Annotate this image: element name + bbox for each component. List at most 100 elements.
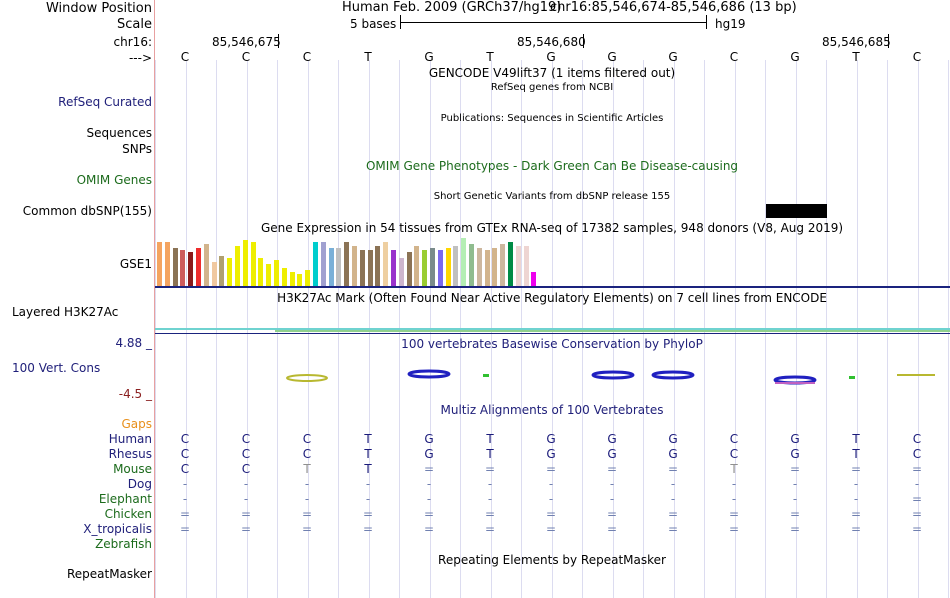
gtex-tissue-bar[interactable] <box>242 240 248 286</box>
gtex-tissue-bar[interactable] <box>336 248 342 286</box>
gtex-tissue-bar[interactable] <box>203 244 209 286</box>
repeatmasker-track-title[interactable]: Repeating Elements by RepeatMasker <box>438 553 666 567</box>
gtex-tissue-bar[interactable] <box>164 242 170 286</box>
gse1-track-label[interactable]: GSE1 <box>119 257 152 271</box>
gtex-tissue-bar[interactable] <box>344 242 350 286</box>
gtex-tissue-bar[interactable] <box>422 250 428 286</box>
gtex-tissue-bar[interactable] <box>235 246 240 286</box>
gtex-tissue-bar[interactable] <box>375 246 381 286</box>
snps-track-label[interactable]: SNPs <box>122 142 152 156</box>
species-label-rhesus[interactable]: Rhesus <box>108 447 152 461</box>
phylop-letter-c-2 <box>897 374 935 376</box>
gtex-tissue-bar[interactable] <box>430 248 435 286</box>
gtex-tissue-bar[interactable] <box>476 248 482 286</box>
alignment-cell: = <box>179 522 191 536</box>
alignment-cell: = <box>911 522 923 536</box>
gtex-tissue-bar[interactable] <box>391 250 396 286</box>
species-label-mouse[interactable]: Mouse <box>113 462 152 476</box>
gtex-tissue-bar[interactable] <box>383 242 389 286</box>
species-label-chicken[interactable]: Chicken <box>104 507 152 521</box>
alignment-cell: = <box>545 507 557 521</box>
gtex-tissue-bar[interactable] <box>227 258 233 286</box>
gtex-tissue-bar[interactable] <box>492 248 498 286</box>
gtex-tissue-bar[interactable] <box>352 246 357 286</box>
refseq-track-title[interactable]: RefSeq genes from NCBI <box>490 82 614 93</box>
gtex-tissue-bar[interactable] <box>320 242 326 286</box>
gtex-tissue-bar[interactable] <box>461 238 467 286</box>
gtex-tissue-bar[interactable] <box>258 258 264 286</box>
gtex-tissue-bar[interactable] <box>211 262 217 286</box>
species-label-dog[interactable]: Dog <box>127 477 152 491</box>
phylop-track-title[interactable]: 100 vertebrates Basewise Conservation by… <box>401 337 703 351</box>
gtex-tissue-bar[interactable] <box>289 272 295 286</box>
tick-label-2: 85,546,680 <box>517 35 586 49</box>
omim-track-title[interactable]: OMIM Gene Phenotypes - Dark Green Can Be… <box>365 159 739 173</box>
alignment-cell: = <box>789 507 801 521</box>
alignment-cell: - <box>426 477 432 491</box>
gtex-tissue-bar[interactable] <box>297 274 303 286</box>
omim-track-label[interactable]: OMIM Genes <box>76 173 152 187</box>
reference-base: T <box>486 50 494 64</box>
gtex-tissue-bar[interactable] <box>437 250 443 286</box>
gtex-tissue-bar[interactable] <box>453 246 459 286</box>
gtex-tissue-bar[interactable] <box>367 250 373 286</box>
gencode-track-title[interactable]: GENCODE V49lift37 (1 items filtered out) <box>428 66 676 80</box>
gtex-tissue-bar[interactable] <box>500 244 506 286</box>
alignment-cell: - <box>426 492 432 506</box>
multiz-track-title[interactable]: Multiz Alignments of 100 Vertebrates <box>440 403 664 417</box>
gtex-tissue-bar[interactable] <box>515 246 521 286</box>
gtex-tissue-bar[interactable] <box>531 272 537 286</box>
species-label-xtropicalis[interactable]: X_tropicalis <box>83 522 152 536</box>
gtex-tissue-bar[interactable] <box>196 248 201 286</box>
refseq-track-label[interactable]: RefSeq Curated <box>58 95 152 109</box>
dbsnp-variant-feature[interactable] <box>766 204 827 218</box>
dbsnp-track-label[interactable]: Common dbSNP(155) <box>22 204 152 218</box>
repeatmasker-track-label[interactable]: RepeatMasker <box>66 567 152 581</box>
gtex-tissue-bar[interactable] <box>406 252 412 286</box>
gtex-tissue-bar[interactable] <box>398 258 404 286</box>
gtex-tissue-bar[interactable] <box>266 264 272 286</box>
gtex-tissue-bar[interactable] <box>305 270 311 286</box>
gtex-tissue-bar[interactable] <box>180 250 186 286</box>
h3k27ac-track-label[interactable]: Layered H3K27Ac <box>12 305 119 319</box>
alignment-cell: C <box>180 432 190 446</box>
gtex-tissue-bar[interactable] <box>157 242 162 286</box>
strand-toggle[interactable]: ---> <box>128 51 152 65</box>
phylop-letter-c <box>286 374 328 382</box>
gtex-tissue-bar[interactable] <box>250 242 256 286</box>
species-label-human[interactable]: Human <box>108 432 152 446</box>
alignment-cell: = <box>850 522 862 536</box>
alignment-cell: G <box>790 447 800 461</box>
gaps-track-label[interactable]: Gaps <box>121 417 152 431</box>
alignment-cell: C <box>912 447 922 461</box>
gtex-tissue-bar[interactable] <box>172 248 178 286</box>
h3k27ac-track-title[interactable]: H3K27Ac Mark (Often Found Near Active Re… <box>277 291 827 305</box>
gtex-tissue-bar[interactable] <box>523 246 529 286</box>
gtex-tissue-bar[interactable] <box>188 252 194 286</box>
reference-base: G <box>790 50 800 64</box>
gtex-tissue-bar[interactable] <box>274 260 279 286</box>
gtex-tissue-bar[interactable] <box>219 256 225 286</box>
sequences-track-label[interactable]: Sequences <box>86 126 152 140</box>
gtex-tissue-bar[interactable] <box>281 268 287 286</box>
species-label-zebrafish[interactable]: Zebrafish <box>95 537 152 551</box>
dbsnp-track-title[interactable]: Short Genetic Variants from dbSNP releas… <box>433 191 671 202</box>
gtex-tissue-bar[interactable] <box>414 246 420 286</box>
scale-text: 5 bases <box>350 17 397 31</box>
gtex-tissue-bar[interactable] <box>484 250 490 286</box>
alignment-cell: T <box>852 447 860 461</box>
gtex-tissue-bar[interactable] <box>445 248 451 286</box>
genome-browser-image[interactable]: Human Feb. 2009 (GRCh37/hg19) chr16:85,5… <box>155 0 950 598</box>
gtex-tissue-bar[interactable] <box>313 242 318 286</box>
publications-track-title[interactable]: Publications: Sequences in Scientific Ar… <box>440 113 664 124</box>
alignment-cell: C <box>241 462 251 476</box>
gtex-tissue-bar[interactable] <box>469 244 474 286</box>
gtex-tissue-bar[interactable] <box>328 248 334 286</box>
gtex-track-title[interactable]: Gene Expression in 54 tissues from GTEx … <box>260 221 844 235</box>
gtex-tissue-bar[interactable] <box>359 250 365 286</box>
reference-base: T <box>852 50 860 64</box>
gtex-tissue-bar[interactable] <box>508 242 513 286</box>
gtex-bar-chart[interactable] <box>155 236 950 286</box>
cons-track-label[interactable]: 100 Vert. Cons <box>12 361 101 375</box>
species-label-elephant[interactable]: Elephant <box>98 492 152 506</box>
